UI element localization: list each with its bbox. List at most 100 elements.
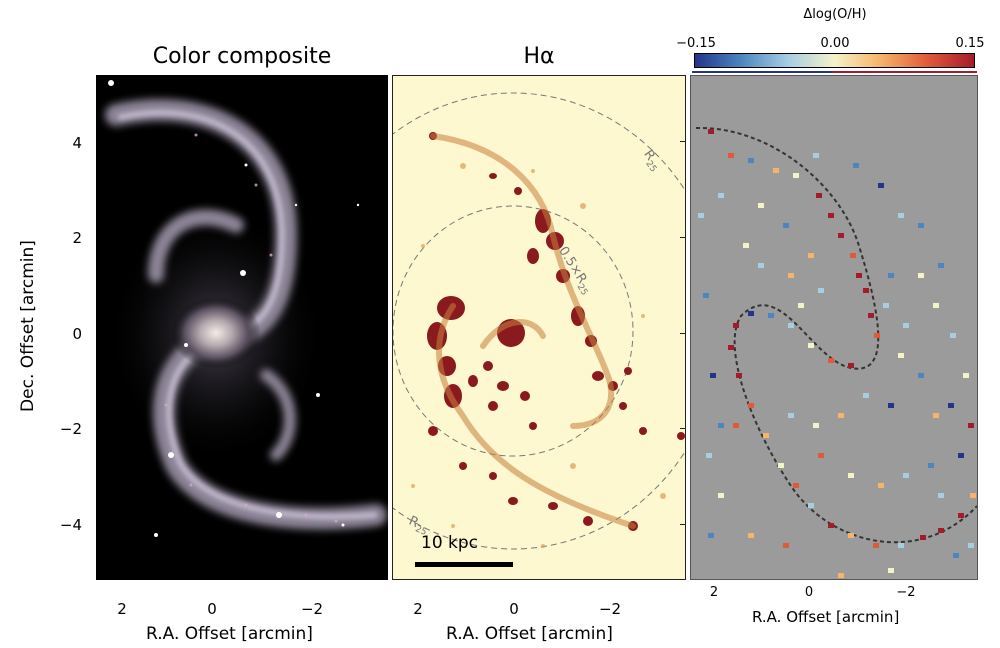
hii-region-dot (773, 168, 779, 173)
hii-region-dot (903, 323, 909, 328)
hii-region-dot (708, 129, 714, 134)
hii-region-dot (958, 513, 964, 518)
hii-region-dot (968, 543, 974, 548)
colorbar (694, 53, 975, 68)
x-tick-label: 2 (117, 600, 127, 618)
y-tick-label: 0 (72, 325, 82, 343)
colorbar-label: Δlog(O/H) (803, 7, 867, 22)
x-axis-label: R.A. Offset [arcmin] (446, 624, 613, 644)
hii-region-dot (873, 543, 879, 548)
hii-region-dot (888, 568, 894, 573)
hii-region-dot (918, 223, 924, 228)
hii-region-dot (788, 273, 794, 278)
hii-region-dot (778, 463, 784, 468)
x-tick-label: 2 (709, 585, 719, 600)
metallicity-map (690, 75, 978, 580)
hii-region-dot (808, 503, 814, 508)
hii-region-dot (903, 473, 909, 478)
hii-region-dot (898, 543, 904, 548)
colorbar-tick-label: −0.15 (676, 36, 716, 51)
colorbar-underline (692, 71, 977, 73)
hii-region-dot (968, 423, 974, 428)
hii-region-dot (838, 413, 844, 418)
x-tick-label: 0 (804, 585, 814, 600)
hii-region-dot (828, 523, 834, 528)
hii-region-dot (816, 193, 822, 198)
hii-region-dot (788, 323, 794, 328)
scalebar (415, 562, 513, 567)
y-tick-label: 2 (72, 229, 82, 247)
hii-region-dot (793, 173, 799, 178)
tick-mark (680, 333, 686, 334)
hii-region-dot (763, 433, 769, 438)
hii-region-dot (828, 213, 834, 218)
hii-region-dot (788, 413, 794, 418)
hii-region-dot (798, 303, 804, 308)
hii-region-dot (848, 363, 854, 368)
hii-region-dot (848, 473, 854, 478)
hii-region-dot (748, 158, 754, 163)
hii-region-dot (963, 373, 969, 378)
hii-region-dot (863, 393, 869, 398)
hii-region-dot (878, 183, 884, 188)
hii-region-dot (958, 453, 964, 458)
left-panel-title: Color composite (152, 44, 332, 69)
halpha-map: R25 0.5×R25 R25 10 kpc (302, 75, 724, 580)
hii-region-dot (848, 533, 854, 538)
hii-region-dot (938, 263, 944, 268)
hii-region-dot (828, 358, 834, 363)
y-tick-label: −4 (59, 516, 82, 534)
hii-region-dot (918, 273, 924, 278)
hii-region-dot (856, 273, 862, 278)
hii-region-dot (703, 293, 709, 298)
x-tick-label: 0 (509, 600, 519, 618)
halpha-map-graphic (302, 92, 724, 550)
hii-region-dot (748, 403, 754, 408)
hii-region-dot (933, 303, 939, 308)
hii-region-dot (883, 303, 889, 308)
colorbar-tick-label: 0.15 (955, 36, 985, 51)
color-composite-image (96, 75, 388, 580)
hii-region-dot (950, 333, 956, 338)
hii-region-dot (783, 223, 789, 228)
hii-region-dot (698, 213, 704, 218)
hii-region-dot (808, 253, 814, 258)
x-axis-label: R.A. Offset [arcmin] (146, 624, 313, 644)
hii-region-dot (733, 323, 739, 328)
hii-region-dot (733, 423, 739, 428)
hii-region-dot (920, 535, 926, 540)
hii-region-dot (838, 573, 844, 578)
hii-region-dot (948, 403, 954, 408)
hii-region-dot (868, 313, 874, 318)
hii-region-dot (793, 483, 799, 488)
hii-region-dot (728, 153, 734, 158)
y-tick-label: 4 (72, 134, 82, 152)
hii-region-dot (813, 423, 819, 428)
hii-region-dot (918, 373, 924, 378)
half-r25-ellipse (392, 205, 634, 457)
x-tick-label: −2 (896, 585, 916, 600)
hii-region-dot (748, 311, 754, 316)
hii-region-dot (953, 553, 959, 558)
hii-region-dot (898, 213, 904, 218)
hii-region-dot (850, 253, 856, 258)
hii-region-dot (863, 288, 869, 293)
hii-region-dot (718, 493, 724, 498)
hii-region-dot (938, 528, 944, 533)
x-tick-label: −2 (300, 600, 324, 618)
hii-region-dot (874, 333, 880, 338)
hii-region-dot (706, 453, 712, 458)
hii-region-dot (736, 373, 742, 378)
hii-region-dot (888, 273, 894, 278)
hii-region-dot (758, 203, 764, 208)
hii-region-dot (728, 345, 734, 350)
y-axis-label: Dec. Offset [arcmin] (18, 240, 38, 412)
hii-region-dot (708, 533, 714, 538)
middle-panel-title: Hα (523, 44, 555, 69)
hii-region-dot (783, 543, 789, 548)
colorbar-underline-blue (692, 71, 832, 73)
hii-region-dot (768, 313, 774, 318)
hii-region-dot (743, 243, 749, 248)
tick-mark (680, 524, 686, 525)
metallicity-map-graphic (695, 126, 978, 578)
